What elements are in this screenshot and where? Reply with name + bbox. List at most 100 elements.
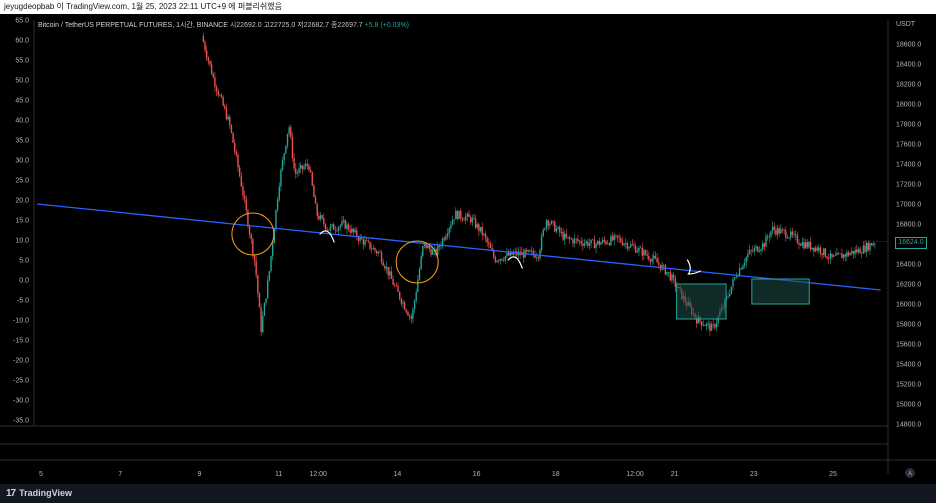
candle: [285, 145, 287, 155]
candle-body: [615, 235, 617, 236]
candle: [559, 224, 561, 237]
candle: [544, 227, 546, 231]
candle: [852, 250, 855, 259]
candle: [801, 237, 804, 248]
candle: [405, 308, 408, 315]
candle-body: [291, 137, 294, 158]
candle-body: [656, 258, 658, 263]
candle: [210, 60, 213, 76]
candle-body: [537, 257, 540, 259]
candle: [318, 211, 320, 222]
candle-body: [653, 255, 655, 259]
candle: [837, 252, 840, 255]
candle-body: [608, 243, 610, 245]
candle: [532, 247, 535, 258]
x-axis-tick-label: 12:00: [626, 471, 644, 478]
candle-body: [795, 234, 797, 236]
candle-body: [242, 186, 244, 196]
publisher-text: jeyugdeopbab 이 TradingView.com, 1월 25, 2…: [4, 2, 283, 11]
candle-body: [552, 220, 554, 222]
candle-body: [757, 246, 759, 252]
candle: [295, 163, 297, 179]
candle-body: [436, 245, 439, 256]
candle: [791, 227, 794, 238]
candle-body: [334, 229, 337, 231]
candle-body: [271, 243, 274, 257]
candle-body: [573, 238, 576, 244]
candle: [849, 251, 851, 256]
candle: [463, 216, 465, 221]
candle-body: [290, 127, 292, 138]
candle: [846, 249, 848, 261]
candle: [790, 227, 792, 241]
candle-body: [257, 275, 259, 294]
candle-body: [412, 309, 414, 319]
x-axis-tick-label: 18: [552, 471, 560, 478]
candle-body: [389, 271, 391, 276]
candle: [234, 139, 236, 156]
candle: [494, 255, 497, 264]
candle: [565, 228, 568, 239]
footer-bar: 17 TradingView: [0, 484, 936, 502]
candle: [605, 240, 607, 246]
candle-body: [747, 253, 749, 258]
price-chart[interactable]: 65.060.055.050.045.040.035.030.025.020.0…: [0, 14, 936, 484]
candle-body: [270, 256, 272, 272]
candle-body: [387, 267, 389, 276]
tradingview-logo[interactable]: 17 TradingView: [6, 484, 72, 503]
candle: [334, 225, 337, 235]
candle-body: [207, 57, 210, 61]
candle: [621, 237, 624, 247]
candle: [417, 275, 419, 293]
candle-body: [296, 172, 299, 174]
candle: [507, 249, 510, 257]
candle-body: [555, 228, 558, 232]
open-value: 시22692.0: [229, 22, 262, 29]
candle-body: [735, 276, 738, 278]
candle: [496, 259, 498, 263]
candle-body: [248, 226, 251, 235]
candle: [623, 242, 625, 247]
candle: [641, 242, 643, 261]
chart-area[interactable]: 65.0 60.0 55.0 50.0 45.0 40.0 35.0 30.0 25.0 20.0…: [0, 14, 936, 484]
candle-body: [488, 242, 490, 245]
candle: [354, 226, 356, 234]
candle-body: [265, 298, 267, 304]
candle: [212, 71, 214, 79]
candle-body: [733, 277, 736, 280]
candle-body: [859, 248, 861, 254]
candle: [448, 226, 450, 240]
candle: [585, 240, 587, 246]
candle: [552, 220, 554, 227]
candle-body: [804, 242, 807, 249]
candle: [483, 232, 485, 237]
candle-body: [352, 228, 355, 232]
candle: [813, 247, 815, 257]
candle-body: [770, 231, 772, 237]
left-axis-tick-label: 5.0: [19, 258, 29, 265]
candle: [366, 238, 368, 242]
candle: [488, 237, 490, 249]
candle-body: [326, 228, 328, 230]
candle: [618, 233, 620, 244]
candle-body: [369, 241, 371, 249]
x-axis-tick-label: 14: [394, 471, 402, 478]
candle-body: [531, 250, 533, 252]
candle: [626, 240, 629, 252]
candle: [263, 302, 266, 317]
candle-body: [814, 247, 817, 252]
candle-body: [478, 224, 480, 232]
candle: [582, 239, 584, 251]
candle: [204, 39, 206, 54]
candle: [757, 246, 759, 253]
candle-body: [496, 260, 498, 262]
candle: [654, 251, 657, 260]
candle-body: [245, 198, 247, 211]
candle: [857, 246, 860, 255]
candle-body: [362, 239, 365, 245]
symbol-name: Bitcoin / TetherUS PERPETUAL FUTURES, 1시…: [38, 22, 228, 29]
highlight-circle: [231, 212, 275, 256]
left-axis-tick-label: 55.0: [15, 58, 29, 65]
auto-scale-button: [905, 468, 915, 478]
current-price-tag: 16624.0: [895, 237, 927, 249]
